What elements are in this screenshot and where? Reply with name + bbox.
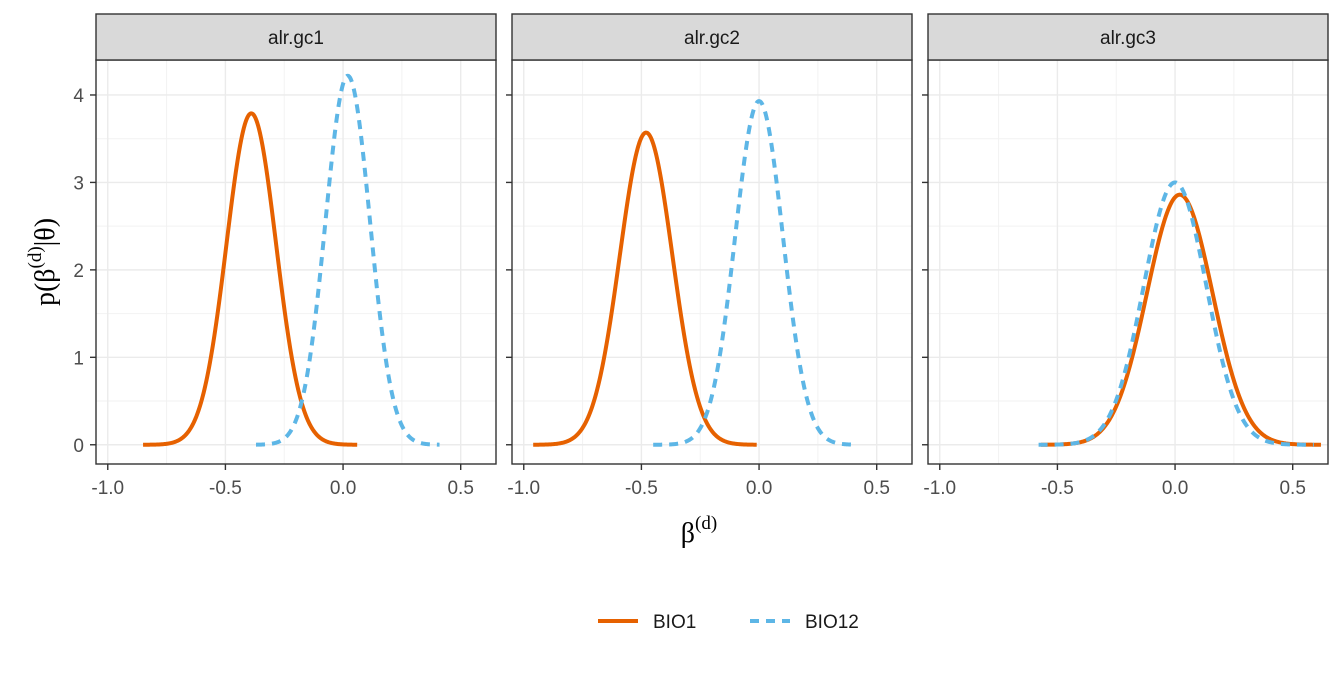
facet-panel-3: alr.gc3 -1.0 -0.5 0.0 0.5 bbox=[922, 13, 1329, 499]
y-axis-title-superscript: (d) bbox=[25, 246, 46, 268]
x-axis-title-superscript: (d) bbox=[695, 513, 717, 534]
x-axis-title: β(d) bbox=[681, 513, 717, 549]
facet-strip bbox=[927, 13, 1329, 61]
x-tick-label: 0.0 bbox=[746, 478, 772, 499]
panel-background bbox=[96, 60, 496, 464]
x-tick-label: -1.0 bbox=[91, 478, 124, 499]
panel-background bbox=[928, 60, 1328, 464]
legend-label-bio12: BIO12 bbox=[805, 612, 859, 633]
x-tick-label: 0.0 bbox=[1162, 478, 1188, 499]
facet-strip bbox=[511, 13, 913, 61]
y-tick-label: 1 bbox=[73, 348, 84, 369]
density-line-bio12 bbox=[1037, 180, 1315, 447]
x-tick-label: -0.5 bbox=[625, 478, 658, 499]
y-axis-title: p(β(d)|θ) bbox=[25, 218, 61, 306]
x-tick-label: 0.5 bbox=[447, 478, 473, 499]
y-tick-label: 3 bbox=[73, 173, 84, 194]
x-tick-label: 0.0 bbox=[330, 478, 356, 499]
legend: BIO1 BIO12 bbox=[598, 612, 859, 633]
x-tick-label: -0.5 bbox=[1041, 478, 1074, 499]
facet-strip-label: alr.gc3 bbox=[1100, 28, 1156, 49]
y-axis-title-tail: |θ) bbox=[30, 218, 61, 246]
panel-background bbox=[512, 60, 912, 464]
facet-panel-2: alr.gc2 -1.0 -0.5 0.0 0.5 bbox=[506, 13, 913, 499]
legend-label-bio1: BIO1 bbox=[653, 612, 696, 633]
facet-panel-1: alr.gc1 -1.0 -0.5 0.0 0.5 0 1 2 3 4 bbox=[73, 13, 497, 499]
x-tick-label: -1.0 bbox=[923, 478, 956, 499]
x-tick-label: -1.0 bbox=[507, 478, 540, 499]
facet-strip-label: alr.gc1 bbox=[268, 28, 324, 49]
density-line-bio1 bbox=[532, 130, 758, 447]
x-tick-label: 0.5 bbox=[863, 478, 889, 499]
y-tick-label: 4 bbox=[73, 86, 84, 107]
y-tick-label: 0 bbox=[73, 436, 84, 457]
x-tick-label: -0.5 bbox=[209, 478, 242, 499]
facet-strip-label: alr.gc2 bbox=[684, 28, 740, 49]
density-line-bio12 bbox=[254, 73, 441, 447]
x-axis-title-base: β bbox=[681, 518, 695, 549]
y-tick-label: 2 bbox=[73, 261, 84, 282]
facet-strip bbox=[95, 13, 497, 61]
x-tick-label: 0.5 bbox=[1279, 478, 1305, 499]
y-axis-title-base: p(β bbox=[30, 268, 61, 306]
density-line-bio12 bbox=[652, 99, 855, 447]
density-line-bio1 bbox=[141, 111, 359, 447]
